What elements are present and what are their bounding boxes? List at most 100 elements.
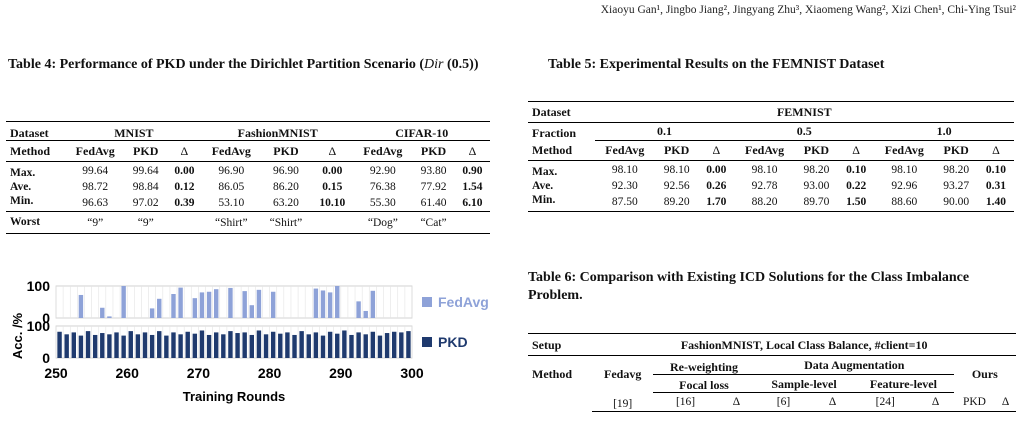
table4-cell: 61.40 [420,196,447,209]
table5-cell: 0.00 [706,164,727,176]
bar-pkd [114,332,119,358]
table6-ref: Δ [917,392,954,412]
table4-cell: “Dog” [367,216,398,229]
table5-cell: 98.10 [663,164,690,176]
table5-cell: 87.50 [611,196,638,208]
table6-ref: Δ [995,392,1016,412]
table6-ref: Δ [718,392,755,412]
table4-cell: 96.90 [273,165,299,177]
bar-pkd [164,335,169,358]
y-tick-label: 100 [27,278,51,294]
x-axis-label: Training Rounds [183,389,286,404]
bar-pkd [199,330,205,358]
bar-pkd [363,334,368,358]
table5-cell: 98.20 [943,164,970,176]
table4-group-fashion: FashionMNIST [201,121,354,141]
table5-cell: 0.31 [985,180,1006,192]
table5-dataset-name: FEMNIST [776,105,832,119]
bar-pkd [100,333,105,358]
table5-cell: 98.20 [803,164,830,176]
table5-cell: Min. [532,194,556,206]
table5-col: PKD [943,143,969,158]
bar-fedavg [327,292,333,318]
table5-col: PKD [663,143,690,158]
x-tick-label: 280 [258,365,282,381]
bar-pkd [327,331,333,358]
table4-cell: 86.05 [218,181,245,193]
table4-cell [455,212,490,234]
table4-cell: 0.12 [174,181,195,193]
table4-cell: Ave. [10,181,32,193]
bar-pkd [292,334,297,358]
table4-cell: 93.80 [420,165,447,177]
table4-caption-text: Table 4: Performance of PKD under the Di… [8,57,425,72]
table-row: Min. 96.63 97.02 0.39 53.10 63.20 10.10 … [6,194,490,212]
table5-cell: 98.10 [891,164,918,176]
table5-col: FedAvg [744,143,785,158]
bar-pkd [213,332,219,358]
bar-pkd [57,331,62,358]
table4-cell: 92.90 [369,165,396,177]
table4-group-mnist: MNIST [65,121,202,141]
bar-pkd [349,334,354,358]
table5-cell: 89.20 [663,196,690,208]
table6-ref: Δ [812,392,854,412]
table4-cell: Min. [10,195,34,207]
table5-cell: 92.30 [611,180,638,192]
x-tick-label: 290 [329,365,353,381]
table-row: [19] [16] Δ [6] Δ [24] Δ PKD Δ [528,392,1016,412]
table5-cell: 98.10 [611,164,638,176]
table4-col: FedAvg [363,144,403,158]
bar-pkd [242,332,247,358]
bar-fedavg [192,298,198,318]
table4-cell: Max. [10,167,36,179]
table4-caption-tail: (0.5)) [443,57,479,72]
table4-col: PKD [420,144,447,158]
table4-cell: 96.63 [82,196,109,209]
bar-fedavg [78,294,84,318]
bar-pkd [370,331,376,358]
table4-col: Method [10,144,50,158]
table4-col: FedAvg [211,144,251,158]
bar-pkd [320,335,326,358]
bar-fedavg [157,298,162,318]
bar-pkd [192,333,198,358]
table5-cell: 1.50 [846,196,867,208]
table5-cell: 0.26 [706,180,727,192]
table5-cell: 90.00 [943,196,970,208]
table5-cell: 93.00 [803,180,830,192]
table4-col: PKD [133,144,159,158]
table4-cell: 6.10 [462,196,483,209]
bar-fedavg [370,290,376,318]
bar-fedavg [100,307,105,318]
bar-pkd [85,331,91,358]
legend-label-pkd: PKD [438,334,468,350]
bar-fedavg [249,305,255,318]
table6-feature-level: Feature-level [853,374,954,393]
legend-swatch-fedavg [422,297,432,307]
x-tick-label: 270 [187,365,211,381]
table6-data-aug: Data Augmentation [754,355,954,375]
table6-focal-loss: Focal loss [653,374,755,393]
table4-cell: 10.10 [319,196,346,209]
bar-pkd [356,332,361,358]
bar-pkd [185,331,190,358]
bar-pkd [221,334,226,358]
table4-col: PKD [273,144,299,158]
table5-cell: 0.10 [846,164,867,176]
bar-pkd [121,335,126,358]
bar-fedavg [228,287,233,318]
x-tick-label: 250 [44,365,68,381]
bar-pkd [92,334,98,358]
bar-fedavg [206,291,212,318]
table5-fraction: 0.5 [734,122,875,141]
bar-pkd [78,335,84,358]
table6-setup-label: Setup [532,338,562,352]
table4-cell: “Shirt” [214,216,248,229]
table5-col: FedAvg [605,143,645,158]
table4-cell: “Shirt” [269,216,303,229]
table5-cell: Ave. [532,180,554,192]
bar-pkd [270,331,276,358]
table4-group-cifar: CIFAR-10 [353,121,490,141]
